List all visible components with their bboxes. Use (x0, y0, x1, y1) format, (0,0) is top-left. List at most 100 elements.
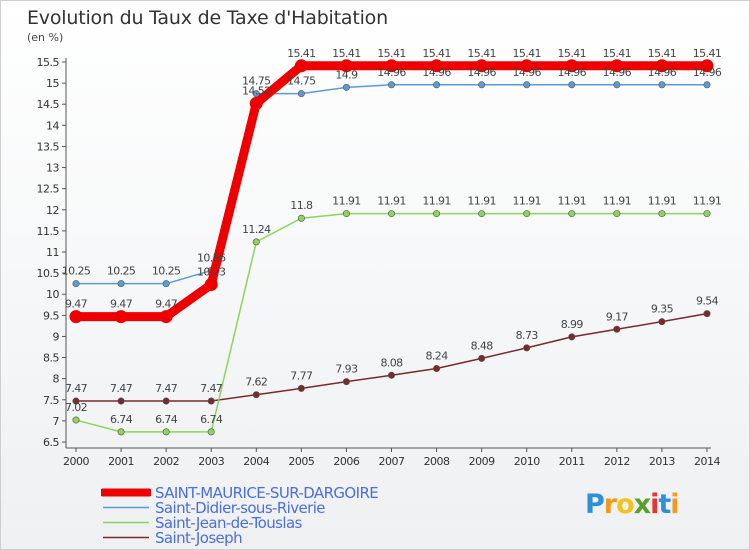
data-label: 15.41 (648, 47, 677, 60)
data-label: 15.41 (422, 47, 451, 60)
data-point (613, 325, 621, 333)
x-tick-label: 2011 (559, 455, 585, 468)
data-label: 9.47 (155, 298, 178, 311)
data-point (114, 310, 128, 324)
y-tick-label: 6.5 (43, 436, 59, 449)
data-point (342, 378, 350, 386)
data-label: 15.41 (377, 47, 406, 60)
data-label: 15.41 (287, 47, 316, 60)
data-point (252, 90, 260, 98)
data-point (613, 81, 621, 89)
data-point (387, 210, 395, 218)
legend-label-saint-jean: Saint-Jean-de-Touslas (155, 513, 302, 532)
y-tick-label: 7.5 (43, 394, 59, 407)
data-label: 11.24 (242, 223, 271, 236)
legend-item: Saint-Joseph (101, 529, 378, 547)
data-point (162, 428, 170, 436)
data-point (117, 280, 125, 288)
data-label: 15.41 (512, 47, 541, 60)
y-tick-label: 11 (46, 246, 59, 259)
data-label: 11.91 (377, 195, 406, 208)
data-label: 7.47 (110, 382, 133, 395)
data-label: 15.41 (467, 47, 496, 60)
y-tick-label: 13 (46, 162, 59, 175)
legend-item: SAINT-MAURICE-SUR-DARGOIRE (101, 483, 379, 502)
data-point (249, 96, 263, 110)
data-point (613, 210, 621, 218)
data-label: 11.8 (290, 199, 313, 212)
data-label: 9.54 (696, 295, 719, 308)
data-label: 15.41 (693, 47, 722, 60)
data-point (658, 318, 666, 326)
data-label: 7.02 (65, 401, 87, 414)
x-tick-label: 2014 (694, 455, 720, 468)
x-tick-label: 2006 (333, 455, 359, 468)
data-label: 14.9 (335, 68, 358, 81)
data-label: 9.35 (651, 303, 674, 316)
legend-item: Saint-Jean-de-Touslas (101, 513, 378, 532)
data-label: 8.73 (516, 329, 539, 342)
legend-swatch-saint-maurice (101, 488, 151, 497)
y-tick-label: 9 (53, 330, 60, 343)
y-tick-label: 14.5 (37, 98, 60, 111)
data-point (72, 397, 80, 405)
data-point (478, 81, 486, 89)
data-point (655, 59, 669, 73)
data-point (162, 280, 170, 288)
data-label: 11.91 (603, 195, 632, 208)
data-label: 14.52 (242, 84, 271, 97)
y-tick-label: 12.5 (37, 183, 60, 196)
data-point (339, 59, 353, 73)
data-point (207, 428, 215, 436)
data-point (297, 90, 305, 98)
y-tick-label: 11.5 (37, 225, 60, 238)
data-label: 11.91 (693, 195, 722, 208)
data-label: 11.91 (332, 195, 361, 208)
data-label: 14.75 (242, 75, 271, 88)
data-point (703, 210, 711, 218)
data-label: 14.96 (603, 66, 632, 79)
data-label: 10.25 (107, 265, 136, 278)
data-label: 8.08 (380, 356, 403, 369)
data-point (478, 354, 486, 362)
x-tick-label: 2010 (514, 455, 540, 468)
proxiti-logo: Proxiti (585, 489, 680, 520)
data-point (387, 81, 395, 89)
y-tick-label: 10.5 (37, 267, 60, 280)
data-point (72, 416, 80, 424)
data-label: 11.91 (648, 195, 677, 208)
y-axis-unit-label: (en %) (27, 31, 64, 44)
data-point (523, 344, 531, 352)
chart-title: Evolution du Taux de Taxe d'Habitation (27, 7, 388, 29)
data-point (433, 365, 441, 373)
data-label: 8.24 (426, 350, 449, 363)
y-tick-label: 8 (53, 373, 60, 386)
data-point (297, 214, 305, 222)
data-label: 7.62 (245, 376, 267, 389)
legend-label-saint-maurice: SAINT-MAURICE-SUR-DARGOIRE (155, 483, 379, 502)
data-point (159, 310, 173, 324)
legend-swatch-saint-jean (103, 521, 149, 524)
y-tick-label: 8.5 (43, 352, 59, 365)
data-label: 14.96 (512, 66, 541, 79)
data-point (658, 81, 666, 89)
logo-letter: t (658, 489, 671, 520)
x-tick-label: 2009 (469, 455, 495, 468)
x-tick-label: 2012 (604, 455, 630, 468)
data-label: 7.47 (200, 382, 223, 395)
series-line-0 (71, 61, 712, 322)
data-point (658, 210, 666, 218)
legend-item: Saint-Didier-sous-Riverie (101, 499, 378, 517)
y-tick-label: 12 (46, 204, 59, 217)
y-tick-label: 15 (46, 77, 59, 90)
data-label: 15.41 (558, 47, 587, 60)
data-point (703, 81, 711, 89)
x-tick-label: 2002 (153, 455, 179, 468)
data-point (252, 238, 260, 246)
data-label: 8.99 (561, 318, 584, 331)
x-tick-label: 2000 (63, 455, 89, 468)
data-point (207, 397, 215, 405)
x-tick-label: 2003 (198, 455, 224, 468)
data-point (385, 59, 398, 73)
